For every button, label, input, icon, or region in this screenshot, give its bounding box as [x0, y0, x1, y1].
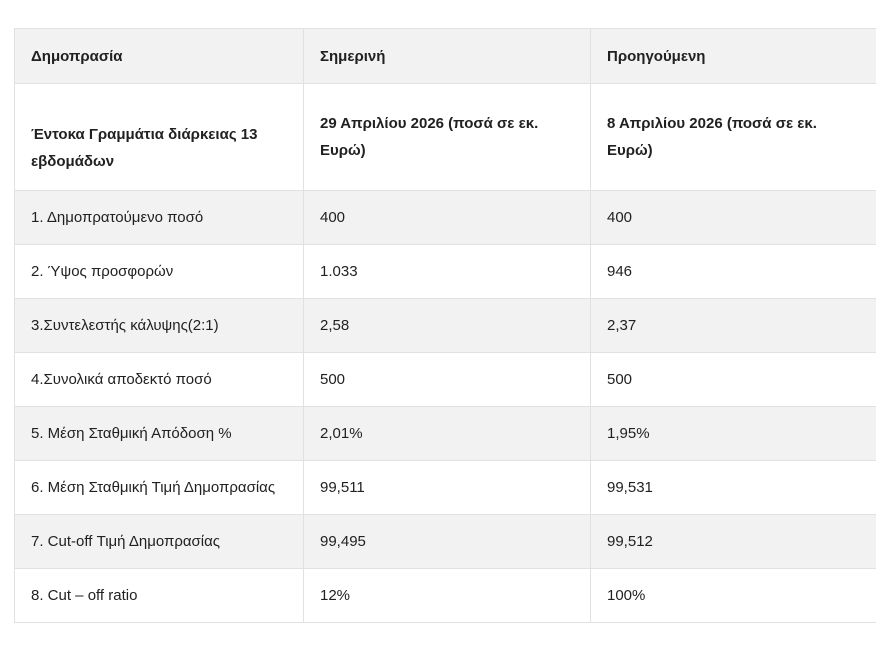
table-row: 4.Συνολικά αποδεκτό ποσό 500 500: [14, 352, 876, 407]
cell-current: 2,58: [303, 298, 591, 353]
cell-current: 2,01%: [303, 406, 591, 461]
cell-current: 99,495: [303, 514, 591, 569]
column-header-current: Σημερινή: [303, 28, 591, 84]
current-date-label: 29 Απριλίου 2026 (ποσά σε εκ. Ευρώ): [303, 83, 591, 191]
table-row: 5. Μέση Σταθμική Απόδοση % 2,01% 1,95%: [14, 406, 876, 461]
table-row: 7. Cut-off Τιμή Δημοπρασίας 99,495 99,51…: [14, 514, 876, 569]
cell-previous: 99,531: [590, 460, 876, 515]
table-row: 8. Cut – off ratio 12% 100%: [14, 568, 876, 623]
cell-current: 12%: [303, 568, 591, 623]
cell-previous: 99,512: [590, 514, 876, 569]
row-label: 6. Μέση Σταθμική Τιμή Δημοπρασίας: [14, 460, 304, 515]
table-row: 2. Ύψος προσφορών 1.033 946: [14, 244, 876, 299]
table-row: 3.Συντελεστής κάλυψης(2:1) 2,58 2,37: [14, 298, 876, 353]
cell-previous: 2,37: [590, 298, 876, 353]
row-label: 1. Δημοπρατούμενο ποσό: [14, 190, 304, 245]
row-label: 2. Ύψος προσφορών: [14, 244, 304, 299]
previous-date-label: 8 Απριλίου 2026 (ποσά σε εκ. Ευρώ): [590, 83, 876, 191]
cell-previous: 1,95%: [590, 406, 876, 461]
table-row: 6. Μέση Σταθμική Τιμή Δημοπρασίας 99,511…: [14, 460, 876, 515]
table-subheader-row: Έντοκα Γραμμάτια διάρκειας 13 εβδομάδων …: [14, 83, 876, 191]
row-label: 7. Cut-off Τιμή Δημοπρασίας: [14, 514, 304, 569]
cell-current: 500: [303, 352, 591, 407]
bill-type-label: Έντοκα Γραμμάτια διάρκειας 13 εβδομάδων: [14, 83, 304, 191]
cell-previous: 100%: [590, 568, 876, 623]
cell-current: 400: [303, 190, 591, 245]
cell-current: 99,511: [303, 460, 591, 515]
cell-current: 1.033: [303, 244, 591, 299]
row-label: 5. Μέση Σταθμική Απόδοση %: [14, 406, 304, 461]
row-label: 4.Συνολικά αποδεκτό ποσό: [14, 352, 304, 407]
table-row: 1. Δημοπρατούμενο ποσό 400 400: [14, 190, 876, 245]
cell-previous: 400: [590, 190, 876, 245]
row-label: 3.Συντελεστής κάλυψης(2:1): [14, 298, 304, 353]
cell-previous: 946: [590, 244, 876, 299]
cell-previous: 500: [590, 352, 876, 407]
column-header-previous: Προηγούμενη: [590, 28, 876, 84]
column-header-auction: Δημοπρασία: [14, 28, 304, 84]
auction-results-table: Δημοπρασία Σημερινή Προηγούμενη Έντοκα Γ…: [14, 28, 876, 623]
table-header-row: Δημοπρασία Σημερινή Προηγούμενη: [14, 28, 876, 84]
row-label: 8. Cut – off ratio: [14, 568, 304, 623]
